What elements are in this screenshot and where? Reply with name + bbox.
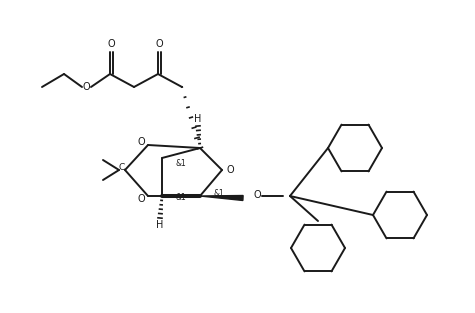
Text: O: O <box>82 82 90 92</box>
Text: O: O <box>107 39 115 49</box>
Text: O: O <box>137 194 145 204</box>
Text: &1: &1 <box>176 193 187 203</box>
Text: O: O <box>137 137 145 147</box>
Text: &1: &1 <box>176 158 187 167</box>
Text: O: O <box>253 190 261 200</box>
Polygon shape <box>200 196 243 201</box>
Text: C: C <box>119 163 125 172</box>
Text: O: O <box>155 39 163 49</box>
Text: H: H <box>194 114 202 124</box>
Text: &1: &1 <box>214 189 225 198</box>
Text: O: O <box>226 165 234 175</box>
Text: H: H <box>156 220 164 230</box>
